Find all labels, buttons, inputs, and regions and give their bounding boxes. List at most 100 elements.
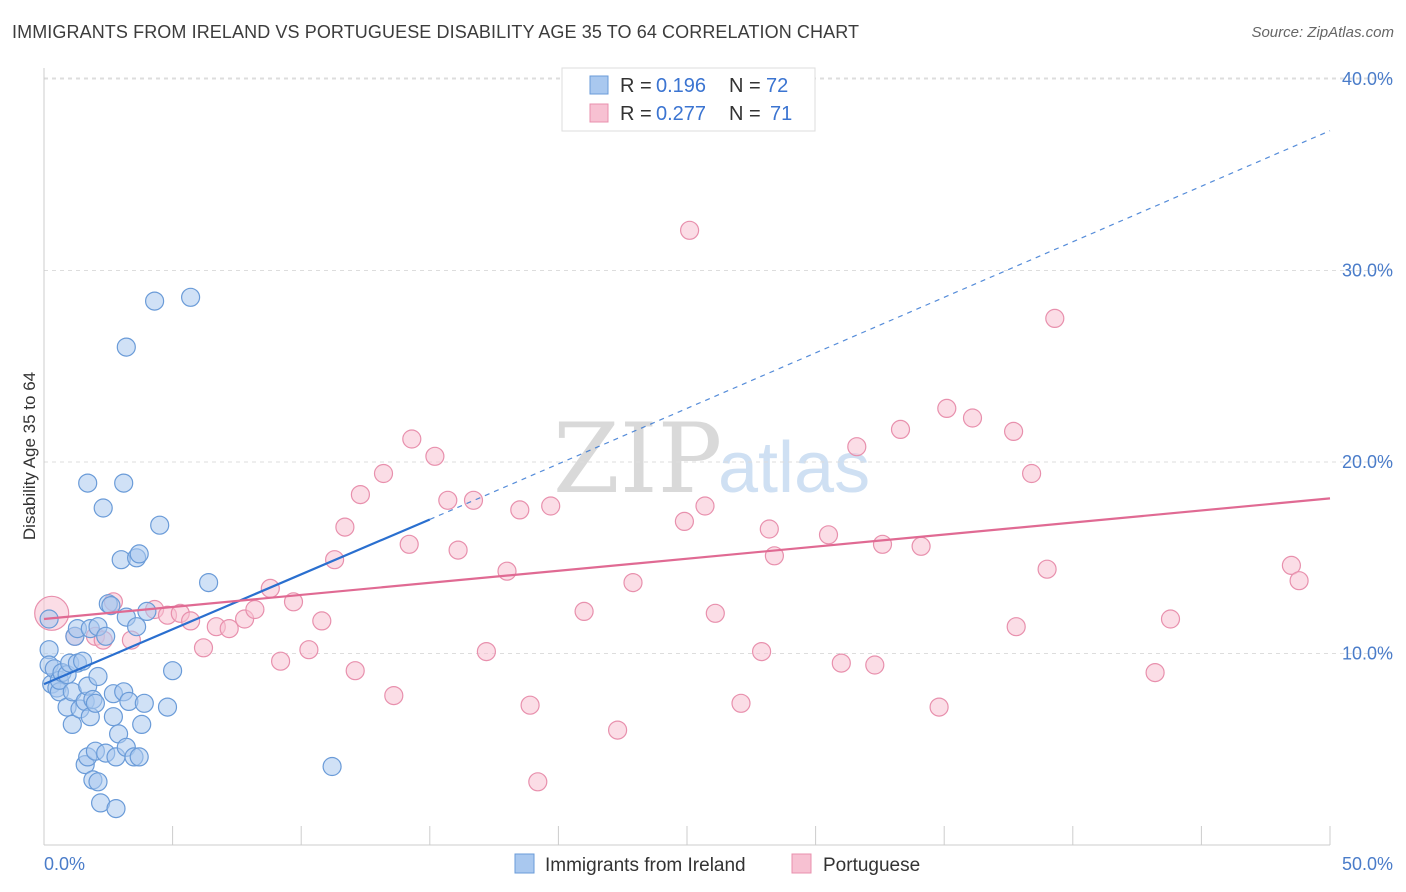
ireland-point-61 [157,697,178,717]
x-ticks [43,826,1331,845]
legend-r-label-portuguese: R = [620,103,652,125]
portuguese-point-18 [299,640,319,660]
y-tick-label-10: 10.0% [1342,644,1393,664]
portuguese-point-45 [731,693,751,713]
portuguese-point-22 [345,661,365,681]
watermark: ZIP atlas [553,403,870,515]
portuguese-point-36 [528,772,548,792]
ireland-point-38 [101,595,121,616]
portuguese-point-44 [705,603,725,623]
ireland-point-65 [322,756,342,777]
ireland-point-42 [106,798,126,819]
y-tick-label-30: 30.0% [1342,261,1393,281]
portuguese-point-58 [962,408,983,428]
portuguese-point-65 [1160,609,1181,629]
portuguese-point-38 [574,601,594,622]
portuguese-point-40 [623,572,643,593]
portuguese-point-12 [219,618,239,639]
x-tick-label-max: 50.0% [1342,854,1393,874]
portuguese-point-62 [1037,559,1057,579]
portuguese-point-56 [929,697,949,717]
portuguese-point-55 [911,536,931,556]
portuguese-point-28 [425,446,445,466]
ireland-point-57 [134,693,154,713]
ireland-point-63 [181,287,201,307]
portuguese-point-41 [674,511,695,532]
portuguese-point-47 [759,519,779,539]
portuguese-trend-line [43,497,1331,621]
ireland-point-60 [150,515,170,535]
portuguese-point-57 [937,398,957,418]
portuguese-point-24 [373,463,394,484]
y-tick-label-20: 20.0% [1342,452,1393,472]
legend-r-value-portuguese: 0.277 [656,103,706,125]
source-label: Source: ZipAtlas.com [1251,24,1394,41]
ireland-point-12 [62,714,82,735]
bottom-legend-label-ireland: Immigrants from Ireland [545,855,746,876]
ireland-points [39,287,342,819]
ireland-point-48 [116,337,136,357]
portuguese-point-10 [193,638,214,658]
portuguese-point-43 [695,496,715,516]
y-tick-labels: 10.0% 20.0% 30.0% 40.0% [1342,69,1393,664]
portuguese-point-61 [1021,463,1042,484]
ireland-point-32 [88,666,108,687]
portuguese-point-31 [463,490,484,510]
portuguese-point-25 [384,685,404,706]
portuguese-point-35 [520,695,540,715]
portuguese-point-37 [541,496,561,516]
y-axis-label: Disability Age 35 to 64 [20,372,39,540]
portuguese-point-33 [497,561,517,581]
portuguese-point-30 [448,540,468,560]
portuguese-point-27 [402,429,422,449]
portuguese-point-39 [607,720,628,740]
portuguese-point-59 [1003,421,1024,441]
y-tick-label-40: 40.0% [1342,69,1393,89]
portuguese-point-26 [399,534,419,554]
portuguese-point-21 [335,517,355,537]
portuguese-point-17 [283,592,304,612]
ireland-point-59 [145,291,165,311]
portuguese-point-53 [872,534,893,554]
gridlines [44,77,1393,654]
watermark-zip: ZIP [553,403,722,515]
legend-swatch-ireland [589,75,609,95]
ireland-point-23 [78,473,98,493]
portuguese-point-23 [350,485,370,505]
portuguese-point-49 [818,525,839,545]
portuguese-point-64 [1145,662,1165,683]
legend-n-value-ireland: 72 [766,75,788,97]
ireland-point-35 [96,626,116,646]
ireland-point-55 [129,747,149,767]
x-tick-label-min: 0.0% [44,854,85,874]
bottom-legend-swatch-portuguese [791,853,812,874]
chart-title: IMMIGRANTS FROM IRELAND VS PORTUGUESE DI… [12,22,860,42]
ireland-trend-extension [429,130,1331,521]
portuguese-point-60 [1006,617,1026,637]
ireland-point-56 [132,714,152,735]
portuguese-point-50 [831,653,851,673]
portuguese-point-63 [1045,308,1065,328]
ireland-point-62 [163,661,183,681]
trend-lines [43,130,1331,686]
legend-n-label-ireland: N = [729,75,761,97]
ireland-point-40 [103,707,124,727]
portuguese-point-52 [865,655,885,675]
ireland-point-34 [93,498,113,518]
portuguese-point-42 [679,220,700,240]
portuguese-point-29 [438,490,458,510]
bottom-legend-label-portuguese: Portuguese [823,855,920,876]
portuguese-point-32 [476,641,496,662]
portuguese-point-34 [510,500,530,520]
portuguese-point-14 [245,599,265,620]
portuguese-point-16 [271,651,291,671]
legend-swatch-portuguese [589,103,609,123]
legend-r-label-ireland: R = [620,75,652,97]
watermark-atlas: atlas [718,428,870,508]
portuguese-point-19 [312,611,332,631]
ireland-point-30 [88,772,108,792]
legend-r-value-ireland: 0.196 [656,75,706,97]
ireland-point-29 [85,693,106,713]
legend-n-value-portuguese: 71 [770,103,792,125]
